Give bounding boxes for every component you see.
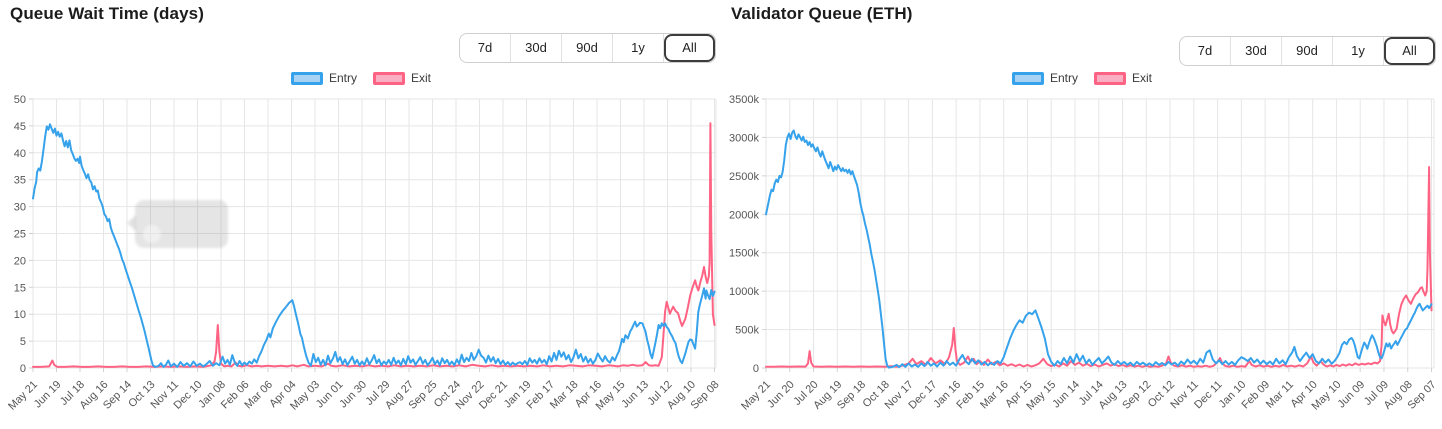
- chart-legend: Entry Exit: [0, 71, 722, 85]
- range-button-30d[interactable]: 30d: [511, 34, 562, 62]
- range-button-all[interactable]: All: [664, 34, 715, 62]
- svg-text:45: 45: [14, 121, 26, 133]
- range-button-1y[interactable]: 1y: [1333, 37, 1384, 65]
- legend-label: Entry: [328, 71, 357, 85]
- svg-text:0: 0: [20, 363, 26, 375]
- axis-ticks: [762, 98, 1432, 372]
- validator-queue-chart[interactable]: 0 500k 1000k 1500k 2000k 2500k 3000k 3500k May 2…: [722, 0, 1442, 429]
- svg-text:Jun 13: Jun 13: [619, 379, 651, 411]
- svg-text:30: 30: [14, 202, 26, 214]
- page-title-queue-wait: Queue Wait Time (days): [10, 4, 204, 23]
- series-line-entry: [32, 123, 716, 368]
- svg-text:May 21: May 21: [6, 379, 40, 413]
- entry-swatch-icon: [1011, 71, 1044, 85]
- range-button-group: 7d 30d 90d 1y All: [459, 33, 716, 63]
- svg-text:Mar 11: Mar 11: [1264, 379, 1296, 411]
- svg-text:Jun 14: Jun 14: [1050, 379, 1082, 411]
- exit-swatch-icon: [1094, 71, 1126, 85]
- svg-text:15: 15: [14, 282, 26, 294]
- range-button-all[interactable]: All: [1384, 37, 1435, 65]
- range-button-90d[interactable]: 90d: [1282, 37, 1333, 65]
- svg-text:40: 40: [14, 148, 26, 160]
- range-button-7d[interactable]: 7d: [1180, 37, 1231, 65]
- y-axis-labels: 0 500k 1000k 1500k 2000k 2500k 3000k 3500k: [729, 94, 759, 375]
- range-button-30d[interactable]: 30d: [1231, 37, 1282, 65]
- svg-text:2500k: 2500k: [729, 171, 759, 183]
- y-axis-labels: 0 5 10 15 20 25 30 35 40 45 50: [14, 94, 26, 375]
- legend-label: Exit: [1132, 71, 1153, 85]
- svg-text:Jun 30: Jun 30: [337, 379, 369, 411]
- range-button-7d[interactable]: 7d: [460, 34, 511, 62]
- svg-text:1000k: 1000k: [729, 286, 759, 298]
- legend-item-exit[interactable]: Exit: [1094, 71, 1152, 85]
- svg-text:5: 5: [20, 336, 26, 348]
- svg-text:3500k: 3500k: [729, 94, 759, 106]
- legend-label: Exit: [411, 71, 432, 85]
- svg-text:500k: 500k: [735, 325, 759, 337]
- range-button-1y[interactable]: 1y: [613, 34, 664, 62]
- tooltip-dot-icon: [143, 225, 161, 243]
- svg-text:Jun 19: Jun 19: [32, 379, 64, 411]
- svg-text:20: 20: [14, 255, 26, 267]
- legend-item-entry[interactable]: Entry: [1011, 71, 1078, 85]
- axis-ticks: [29, 98, 715, 372]
- svg-text:35: 35: [14, 175, 26, 187]
- queue-wait-time-panel: Queue Wait Time (days) 7d 30d 90d 1y All Ent…: [0, 0, 722, 429]
- svg-text:Jun 09: Jun 09: [1335, 379, 1367, 411]
- page-title-validator-queue: Validator Queue (ETH): [731, 4, 913, 23]
- svg-text:10: 10: [14, 309, 26, 321]
- exit-swatch-icon: [373, 71, 405, 85]
- validator-queue-panel: Validator Queue (ETH) 7d 30d 90d 1y All Entr…: [722, 0, 1442, 429]
- entry-swatch-icon: [290, 71, 323, 85]
- tooltip-arrow-icon: [127, 215, 136, 231]
- series-line-exit: [32, 122, 716, 368]
- grid-lines: [765, 98, 1435, 369]
- svg-text:Jun 20: Jun 20: [765, 379, 797, 411]
- svg-text:25: 25: [14, 229, 26, 241]
- svg-text:3000k: 3000k: [729, 132, 759, 144]
- svg-text:0: 0: [753, 363, 759, 375]
- svg-text:1500k: 1500k: [729, 248, 759, 260]
- ghost-tooltip: [127, 200, 228, 248]
- chart-legend: Entry Exit: [722, 71, 1442, 85]
- svg-text:May 21: May 21: [739, 379, 773, 413]
- legend-label: Entry: [1049, 71, 1078, 85]
- range-button-group: 7d 30d 90d 1y All: [1179, 36, 1436, 66]
- legend-item-entry[interactable]: Entry: [290, 71, 357, 85]
- series-line-entry: [765, 129, 1433, 369]
- svg-text:2000k: 2000k: [729, 209, 759, 221]
- legend-item-exit[interactable]: Exit: [373, 71, 431, 85]
- range-button-90d[interactable]: 90d: [562, 34, 613, 62]
- svg-text:50: 50: [14, 94, 26, 106]
